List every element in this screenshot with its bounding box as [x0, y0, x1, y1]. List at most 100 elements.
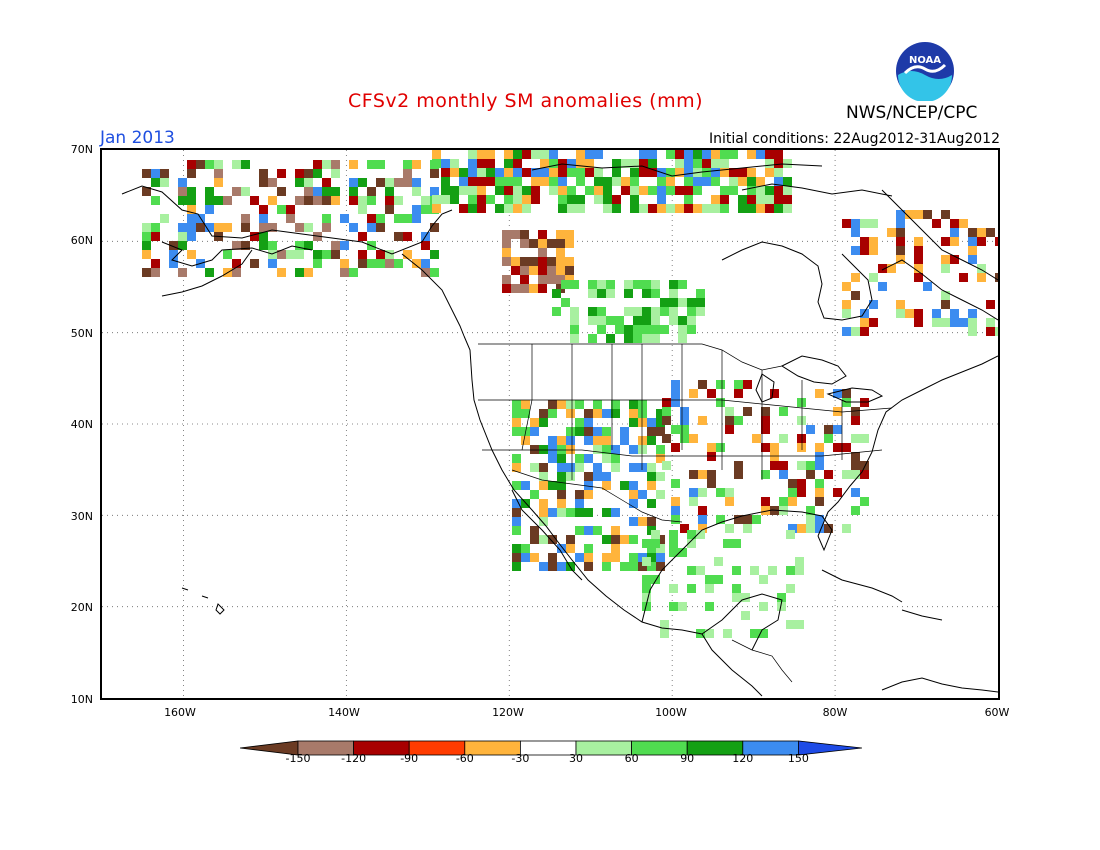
anomaly-cell — [385, 196, 394, 205]
anomaly-cell — [513, 204, 522, 213]
anomaly-cell — [824, 524, 833, 533]
anomaly-cell — [259, 232, 268, 241]
anomaly-cell — [986, 300, 995, 309]
anomaly-cell — [540, 168, 549, 177]
anomaly-cell — [642, 584, 651, 593]
anomaly-cell — [671, 515, 680, 524]
anomaly-cell — [394, 214, 403, 223]
anomaly-cell — [795, 557, 804, 566]
anomaly-cell — [669, 539, 678, 548]
anomaly-cell — [576, 204, 585, 213]
anomaly-cell — [693, 204, 702, 213]
anomaly-cell — [450, 159, 459, 168]
anomaly-cell — [705, 629, 714, 638]
anomaly-cell — [696, 289, 705, 298]
anomaly-cell — [612, 159, 621, 168]
anomaly-cell — [575, 499, 584, 508]
anomaly-cell — [611, 526, 620, 535]
anomaly-cell — [597, 307, 606, 316]
anomaly-cell — [851, 452, 860, 461]
anomaly-cell — [304, 187, 313, 196]
anomaly-cell — [698, 515, 707, 524]
anomaly-cell — [696, 530, 705, 539]
anomaly-cell — [557, 400, 566, 409]
anomaly-cell — [187, 169, 196, 178]
anomaly-cell — [738, 168, 747, 177]
anomaly-cell — [788, 488, 797, 497]
anomaly-cell — [896, 228, 905, 237]
anomaly-cell — [680, 416, 689, 425]
anomaly-cell — [806, 524, 815, 533]
anomaly-cell — [367, 223, 376, 232]
anomaly-cell — [797, 416, 806, 425]
anomaly-cell — [860, 246, 869, 255]
anomaly-cell — [502, 257, 511, 266]
anomaly-cell — [597, 289, 606, 298]
anomaly-cell — [765, 150, 774, 159]
anomaly-cell — [684, 159, 693, 168]
anomaly-cell — [531, 195, 540, 204]
anomaly-cell — [403, 178, 412, 187]
anomaly-cell — [529, 284, 538, 293]
anomaly-cell — [615, 325, 624, 334]
anomaly-cell — [151, 169, 160, 178]
anomaly-cell — [656, 544, 665, 553]
anomaly-cell — [648, 168, 657, 177]
lat-label-70n: 70N — [70, 143, 93, 156]
anomaly-cell — [286, 214, 295, 223]
anomaly-cell — [432, 150, 441, 159]
anomaly-cell — [575, 463, 584, 472]
anomaly-cell — [477, 177, 486, 186]
anomaly-cell — [606, 334, 615, 343]
anomaly-cell — [486, 150, 495, 159]
anomaly-cell — [178, 196, 187, 205]
anomaly-cell — [860, 237, 869, 246]
anomaly-cell — [495, 186, 504, 195]
anomaly-cell — [313, 160, 322, 169]
anomaly-cell — [547, 266, 556, 275]
anomaly-cell — [530, 463, 539, 472]
anomaly-cell — [786, 584, 795, 593]
anomaly-cell — [575, 427, 584, 436]
anomaly-cell — [594, 150, 603, 159]
anomaly-cell — [629, 409, 638, 418]
anomaly-cell — [151, 232, 160, 241]
anomaly-cell — [151, 196, 160, 205]
anomaly-cell — [878, 264, 887, 273]
anomaly-cell — [671, 389, 680, 398]
anomaly-cell — [914, 273, 923, 282]
anomaly-cell — [512, 553, 521, 562]
anomaly-cell — [851, 273, 860, 282]
anomaly-cell — [187, 196, 196, 205]
anomaly-cell — [657, 186, 666, 195]
anomaly-cell — [468, 195, 477, 204]
anomaly-cell — [450, 186, 459, 195]
anomaly-cell — [584, 436, 593, 445]
anomaly-cell — [376, 223, 385, 232]
anomaly-cell — [268, 196, 277, 205]
anomaly-cell — [602, 427, 611, 436]
anomaly-cell — [512, 454, 521, 463]
anomaly-cell — [660, 298, 669, 307]
anomaly-cell — [459, 186, 468, 195]
anomaly-cell — [567, 159, 576, 168]
anomaly-cell — [412, 187, 421, 196]
anomaly-cell — [666, 186, 675, 195]
anomaly-cell — [611, 445, 620, 454]
anomaly-cell — [761, 497, 770, 506]
anomaly-cell — [612, 195, 621, 204]
anomaly-cell — [815, 479, 824, 488]
anomaly-cell — [995, 327, 998, 336]
anomaly-cell — [707, 452, 716, 461]
anomaly-cell — [520, 257, 529, 266]
anomaly-cell — [603, 195, 612, 204]
legend-label: -150 — [285, 752, 311, 765]
anomaly-cell — [575, 400, 584, 409]
anomaly-cell — [561, 298, 570, 307]
lon-label-120w: 120W — [492, 706, 524, 719]
anomaly-cell — [851, 219, 860, 228]
anomaly-cell — [647, 481, 656, 490]
anomaly-cell — [941, 210, 950, 219]
anomaly-cell — [732, 566, 741, 575]
anomaly-cell — [611, 544, 620, 553]
